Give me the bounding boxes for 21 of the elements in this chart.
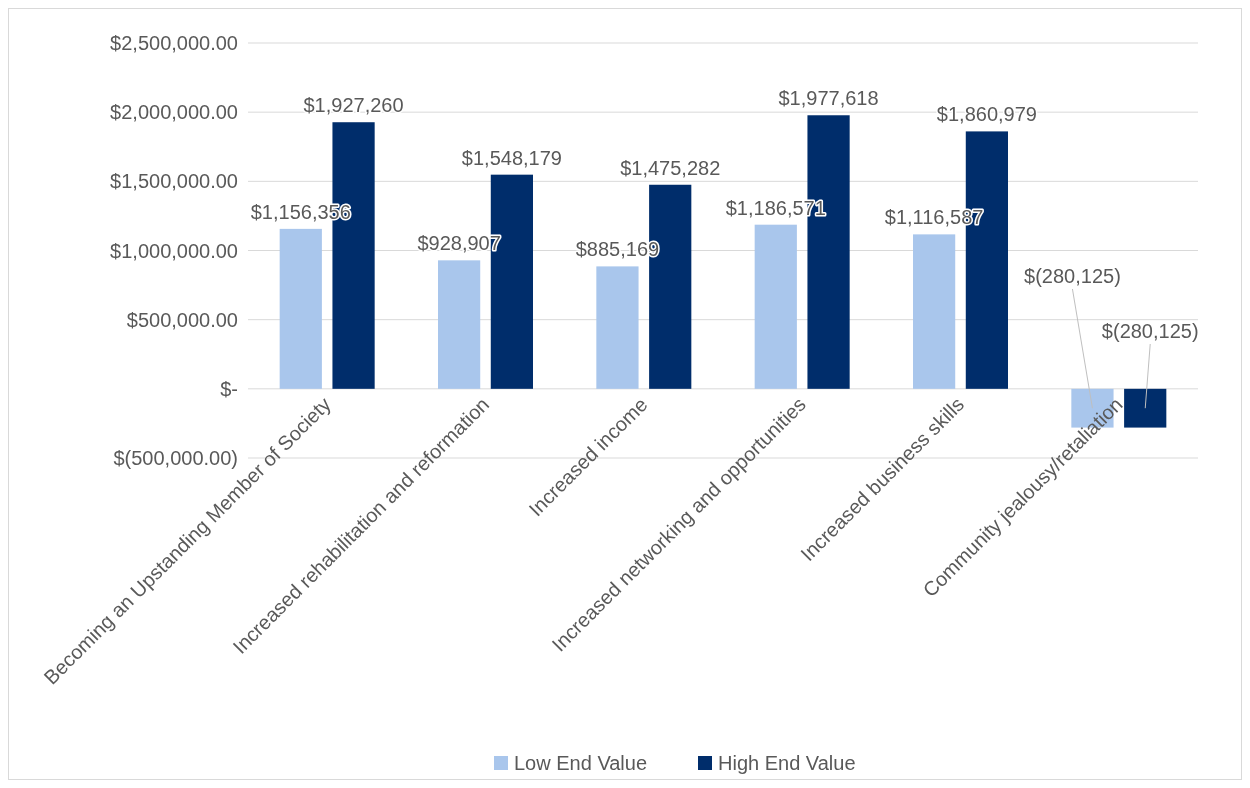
data-label: $(280,125)	[1101, 320, 1199, 342]
data-label: $1,860,979	[936, 103, 1037, 126]
data-label: $1,548,179	[461, 146, 562, 169]
data-label: $1,927,260	[303, 94, 404, 117]
bar	[596, 266, 639, 389]
y-tick-label: $2,000,000.00	[110, 101, 238, 124]
bar	[754, 224, 797, 389]
data-label: $(280,125)	[1024, 265, 1121, 287]
y-tick-label: $500,000.00	[126, 308, 238, 331]
bar	[438, 260, 481, 389]
y-tick-label: $2,500,000.00	[110, 32, 238, 54]
bar	[279, 228, 322, 389]
y-tick-label: $1,000,000.00	[110, 239, 238, 262]
data-label: $1,475,282	[620, 156, 721, 179]
y-tick-label: $-	[220, 377, 238, 400]
bar	[913, 234, 956, 389]
bar	[1124, 388, 1167, 428]
legend-label: Low End Value	[514, 752, 648, 774]
y-tick-label: $1,500,000.00	[110, 170, 238, 193]
data-label: $1,977,618	[778, 87, 879, 110]
legend-label: High End Value	[718, 752, 856, 774]
